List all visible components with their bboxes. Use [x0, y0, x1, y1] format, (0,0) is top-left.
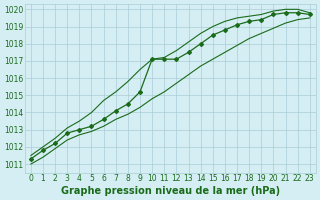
X-axis label: Graphe pression niveau de la mer (hPa): Graphe pression niveau de la mer (hPa): [61, 186, 280, 196]
